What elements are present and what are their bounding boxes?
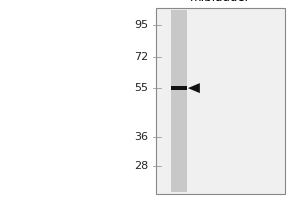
- Polygon shape: [188, 83, 200, 93]
- Text: 28: 28: [134, 161, 148, 171]
- Bar: [172, 86, 187, 90]
- Text: 72: 72: [134, 52, 148, 62]
- Text: 95: 95: [134, 20, 148, 30]
- Text: m.bladder: m.bladder: [190, 0, 251, 4]
- Bar: [172, 10, 187, 192]
- Text: 36: 36: [134, 132, 148, 142]
- Text: 55: 55: [134, 83, 148, 93]
- Bar: [156, 8, 285, 194]
